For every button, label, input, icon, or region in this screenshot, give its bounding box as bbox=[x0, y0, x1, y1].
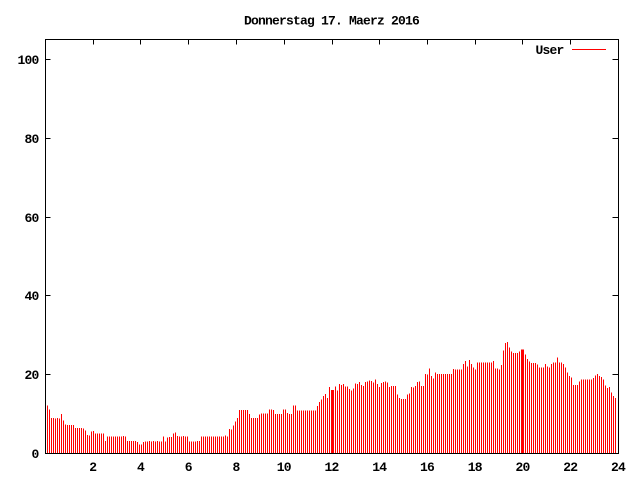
svg-text:100: 100 bbox=[17, 53, 39, 68]
svg-text:2: 2 bbox=[89, 460, 97, 475]
svg-text:80: 80 bbox=[24, 132, 39, 147]
svg-text:8: 8 bbox=[232, 460, 240, 475]
svg-text:6: 6 bbox=[185, 460, 193, 475]
svg-text:10: 10 bbox=[277, 460, 292, 475]
svg-text:22: 22 bbox=[563, 460, 578, 475]
svg-text:4: 4 bbox=[137, 460, 145, 475]
svg-text:12: 12 bbox=[324, 460, 339, 475]
svg-text:20: 20 bbox=[515, 460, 530, 475]
svg-text:0: 0 bbox=[31, 447, 39, 462]
svg-text:40: 40 bbox=[24, 289, 39, 304]
svg-text:18: 18 bbox=[468, 460, 483, 475]
svg-text:User: User bbox=[535, 43, 563, 58]
svg-text:20: 20 bbox=[24, 368, 39, 383]
svg-text:Donnerstag 17. Maerz 2016: Donnerstag 17. Maerz 2016 bbox=[244, 14, 420, 29]
svg-text:14: 14 bbox=[372, 460, 387, 475]
svg-text:60: 60 bbox=[24, 211, 39, 226]
svg-text:16: 16 bbox=[420, 460, 435, 475]
svg-text:24: 24 bbox=[611, 460, 626, 475]
